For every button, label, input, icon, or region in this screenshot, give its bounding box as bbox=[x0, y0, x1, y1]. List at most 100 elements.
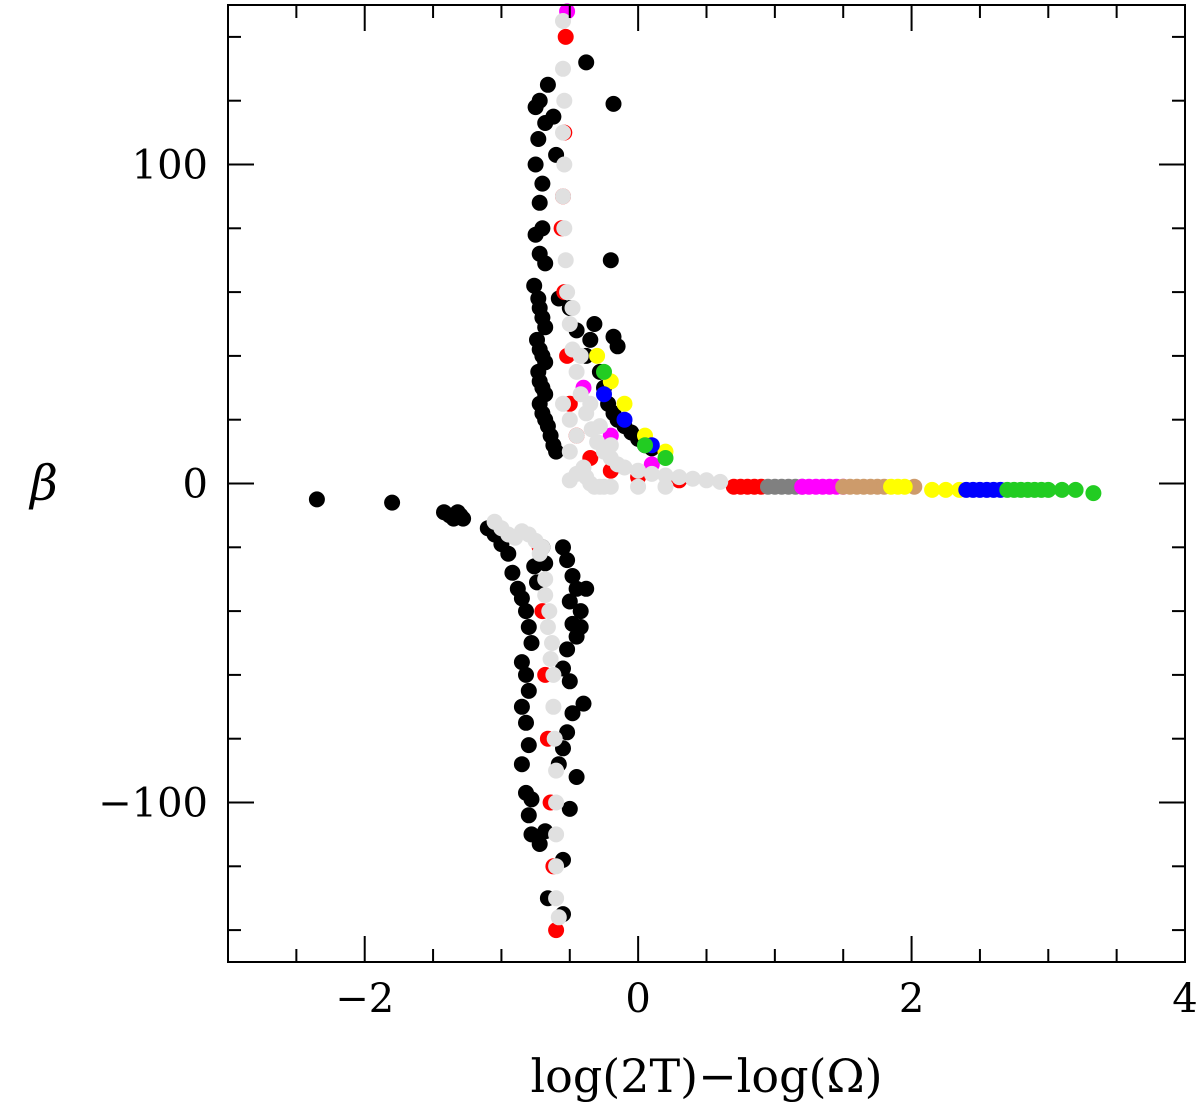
point-black bbox=[518, 714, 534, 731]
point-black bbox=[520, 807, 537, 824]
y-tick-label: 100 bbox=[132, 143, 208, 189]
point-black bbox=[513, 698, 530, 715]
point-light-gray bbox=[556, 156, 573, 173]
point-yellow bbox=[616, 395, 633, 412]
point-light-gray bbox=[541, 603, 558, 620]
point-light-gray bbox=[643, 465, 660, 482]
point-light-gray bbox=[602, 437, 619, 454]
point-black bbox=[534, 220, 551, 237]
point-light-gray bbox=[556, 220, 573, 237]
point-black bbox=[555, 539, 571, 556]
point-light-gray bbox=[602, 478, 619, 495]
point-black bbox=[548, 443, 565, 460]
point-light-gray bbox=[657, 467, 674, 484]
point-black bbox=[520, 619, 537, 635]
point-light-gray bbox=[561, 443, 578, 460]
point-light-gray bbox=[684, 470, 701, 487]
ticks-layer bbox=[227, 5, 1186, 962]
point-black bbox=[559, 552, 576, 569]
point-green bbox=[596, 363, 612, 380]
point-red bbox=[557, 28, 574, 45]
point-black bbox=[520, 682, 537, 699]
point-light-gray bbox=[591, 418, 608, 435]
point-black bbox=[559, 641, 576, 658]
point-light-gray bbox=[550, 909, 567, 926]
point-black bbox=[605, 95, 622, 112]
point-light-gray bbox=[575, 459, 592, 476]
point-green bbox=[657, 450, 674, 466]
point-green bbox=[1085, 485, 1102, 502]
point-light-gray bbox=[548, 826, 565, 843]
point-light-gray bbox=[555, 13, 571, 29]
point-light-gray bbox=[531, 545, 548, 562]
point-light-gray bbox=[657, 478, 674, 495]
point-light-gray bbox=[548, 890, 565, 907]
series-light-gray bbox=[486, 13, 729, 926]
point-light-gray bbox=[561, 411, 578, 428]
point-black bbox=[513, 654, 530, 671]
point-black bbox=[568, 769, 585, 785]
point-light-gray bbox=[568, 427, 585, 444]
point-light-gray bbox=[564, 300, 581, 316]
point-light-gray bbox=[539, 619, 556, 635]
point-light-gray bbox=[548, 858, 565, 875]
point-black bbox=[545, 108, 562, 125]
point-light-gray bbox=[698, 472, 715, 489]
point-black bbox=[518, 603, 534, 620]
point-black bbox=[530, 131, 547, 147]
point-black bbox=[561, 593, 578, 610]
point-light-gray bbox=[568, 363, 585, 380]
point-light-gray bbox=[548, 794, 565, 811]
point-light-gray bbox=[555, 124, 571, 141]
point-black bbox=[527, 156, 544, 173]
point-black bbox=[500, 545, 517, 562]
point-yellow bbox=[589, 347, 606, 364]
point-black bbox=[526, 277, 543, 294]
point-light-gray bbox=[559, 284, 576, 301]
y-axis-label: β bbox=[28, 456, 58, 512]
point-light-gray bbox=[712, 473, 729, 490]
point-light-gray bbox=[671, 469, 688, 486]
point-light-gray bbox=[537, 571, 554, 588]
point-black bbox=[523, 635, 540, 651]
point-light-gray bbox=[630, 462, 647, 479]
point-light-gray bbox=[561, 316, 578, 332]
point-light-gray bbox=[545, 698, 562, 715]
x-tick-label: 0 bbox=[625, 976, 650, 1022]
point-light-gray bbox=[548, 762, 565, 779]
point-black bbox=[455, 510, 472, 527]
point-black bbox=[537, 255, 554, 272]
point-black bbox=[518, 666, 534, 683]
point-black bbox=[575, 695, 592, 712]
point-black bbox=[578, 580, 595, 597]
point-black bbox=[578, 54, 595, 71]
point-green bbox=[1040, 481, 1057, 498]
point-black bbox=[308, 491, 325, 508]
point-light-gray bbox=[555, 60, 571, 77]
point-light-gray bbox=[630, 478, 647, 495]
point-light-gray bbox=[582, 395, 599, 412]
point-light-gray bbox=[616, 459, 633, 476]
series-tan bbox=[835, 478, 923, 495]
x-tick-label: 2 bbox=[899, 976, 924, 1022]
point-black bbox=[537, 319, 554, 336]
point-light-gray bbox=[542, 651, 559, 667]
point-light-gray bbox=[544, 635, 560, 651]
point-black bbox=[602, 252, 619, 269]
point-blue bbox=[616, 411, 633, 428]
point-black bbox=[531, 194, 548, 211]
point-light-gray bbox=[545, 666, 562, 683]
point-yellow bbox=[896, 478, 913, 495]
point-black bbox=[572, 619, 589, 635]
point-black bbox=[586, 316, 603, 332]
point-light-gray bbox=[555, 395, 571, 412]
point-black bbox=[520, 737, 537, 754]
point-light-gray bbox=[556, 92, 573, 109]
point-black bbox=[523, 791, 540, 808]
point-black bbox=[531, 836, 548, 852]
point-black bbox=[564, 705, 581, 722]
point-black bbox=[561, 673, 578, 690]
point-black bbox=[559, 724, 576, 741]
point-black bbox=[527, 99, 544, 116]
